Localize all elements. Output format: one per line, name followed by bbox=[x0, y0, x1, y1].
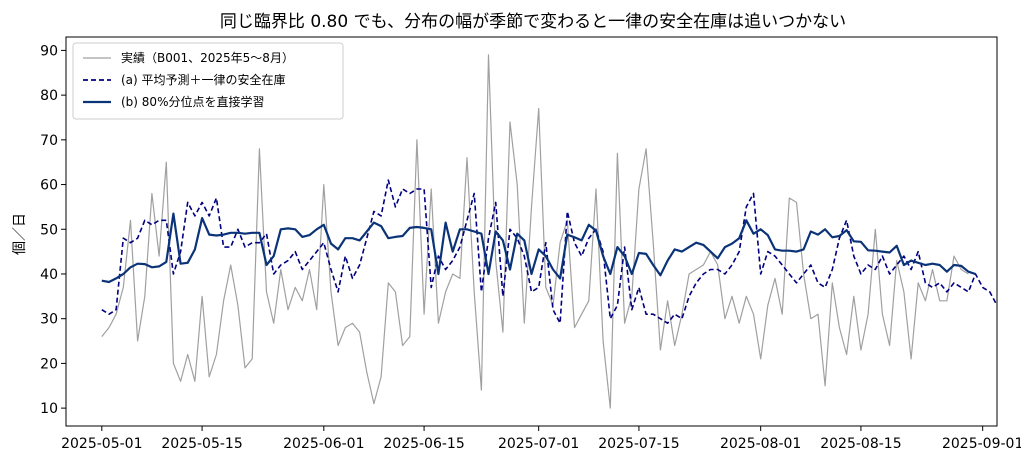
chart-title: 同じ臨界比 0.80 でも、分布の幅が季節で変わると一律の安全在庫は追いつかない bbox=[220, 12, 846, 32]
legend-label-mean-safety: (a) 平均予測＋一律の安全在庫 bbox=[121, 72, 286, 87]
legend-box bbox=[72, 42, 344, 120]
x-tick-label: 2025-06-01 bbox=[283, 436, 364, 452]
series-line-0 bbox=[101, 54, 969, 409]
x-tick-label: 2025-07-01 bbox=[498, 436, 579, 452]
y-tick-label: 50 bbox=[40, 222, 58, 238]
legend-label-quantile: (b) 80%分位点を直接学習 bbox=[121, 94, 264, 109]
y-tick-label: 20 bbox=[40, 356, 58, 372]
y-tick-label: 40 bbox=[40, 267, 58, 283]
x-tick-label: 2025-06-15 bbox=[383, 436, 464, 452]
y-tick-label: 80 bbox=[40, 88, 58, 104]
x-tick-label: 2025-08-01 bbox=[720, 436, 801, 452]
y-axis-ticks: 10 20 30 40 50 60 70 80 90 bbox=[40, 43, 66, 417]
x-tick-label: 2025-05-15 bbox=[161, 436, 242, 452]
x-tick-label: 2025-07-15 bbox=[598, 436, 679, 452]
plot-frame bbox=[65, 36, 998, 427]
y-tick-label: 10 bbox=[40, 401, 58, 417]
x-axis-ticks: 2025-05-01 2025-05-15 2025-06-01 2025-06-15… bbox=[61, 426, 1021, 452]
y-tick-label: 90 bbox=[40, 43, 58, 59]
series-layer bbox=[101, 54, 998, 409]
y-tick-label: 30 bbox=[40, 312, 58, 328]
legend-label-actual: 実績（B001、2025年5〜8月） bbox=[121, 50, 294, 65]
y-tick-label: 60 bbox=[40, 178, 58, 194]
series-line-2 bbox=[101, 212, 976, 284]
x-tick-label: 2025-08-15 bbox=[820, 436, 901, 452]
x-tick-label: 2025-05-01 bbox=[61, 436, 142, 452]
y-axis-label: 個／日 bbox=[12, 213, 28, 255]
x-tick-label: 2025-09-01 bbox=[942, 436, 1021, 452]
y-tick-label: 70 bbox=[40, 133, 58, 149]
legend: 実績（B001、2025年5〜8月） (a) 平均予測＋一律の安全在庫 (b) … bbox=[72, 42, 344, 120]
series-line-1 bbox=[101, 179, 998, 325]
